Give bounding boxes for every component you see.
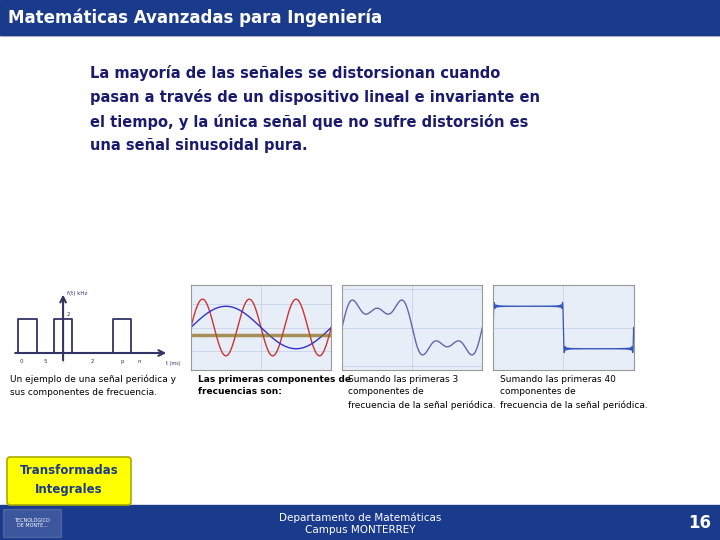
Text: La mayoría de las señales se distorsionan cuando
pasan a través de un dispositiv: La mayoría de las señales se distorsiona… — [90, 65, 540, 153]
Bar — [3, 509, 61, 537]
Text: 16: 16 — [688, 514, 711, 532]
Text: Campus MONTERREY: Campus MONTERREY — [305, 525, 415, 535]
Text: Departamento de Matemáticas: Departamento de Matemáticas — [279, 513, 441, 523]
Text: Las primeras componentes de
frecuencias son:: Las primeras componentes de frecuencias … — [198, 375, 351, 396]
Text: Transformadas
Integrales: Transformadas Integrales — [19, 464, 118, 496]
FancyBboxPatch shape — [7, 457, 131, 505]
Text: Un ejemplo de una señal periódica y
sus componentes de frecuencia.: Un ejemplo de una señal periódica y sus … — [10, 375, 176, 397]
Text: Sumando las primeras 3
componentes de
frecuencia de la señal periódica.: Sumando las primeras 3 componentes de fr… — [348, 375, 496, 410]
Text: n: n — [138, 359, 141, 364]
Text: 5: 5 — [44, 359, 48, 364]
Text: 2: 2 — [67, 312, 70, 316]
Text: .: . — [62, 359, 64, 364]
Text: 0: 0 — [20, 359, 24, 364]
Text: Matemáticas Avanzadas para Ingeniería: Matemáticas Avanzadas para Ingeniería — [8, 9, 382, 27]
Text: Sumando las primeras 40
componentes de
frecuencia de la señal periódica.: Sumando las primeras 40 componentes de f… — [500, 375, 648, 410]
Text: TECNOLÓGICO
DE MONTE...: TECNOLÓGICO DE MONTE... — [14, 518, 50, 529]
Text: p: p — [120, 359, 124, 364]
Text: f(t) kHz: f(t) kHz — [67, 291, 87, 296]
Bar — [0, 0, 720, 35]
Text: 2: 2 — [91, 359, 94, 364]
Text: t (ms): t (ms) — [166, 361, 180, 366]
Bar — [0, 505, 720, 540]
